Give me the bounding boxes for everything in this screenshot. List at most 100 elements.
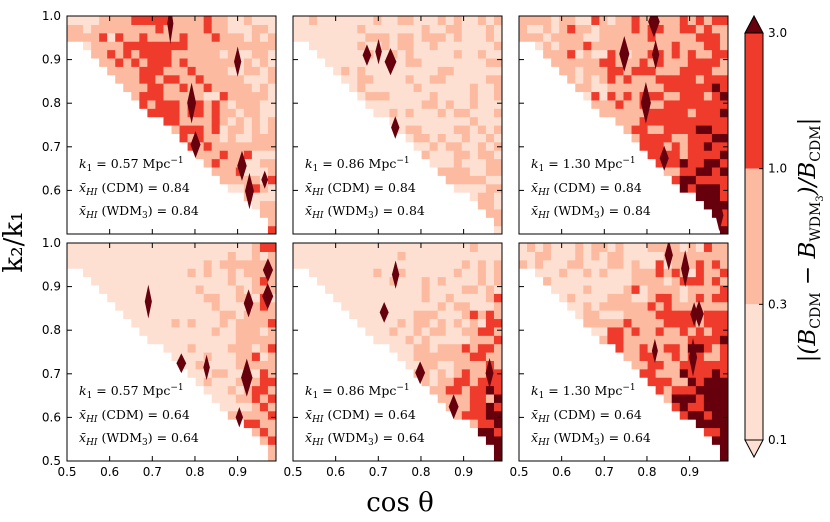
heatmap-cell [703, 41, 713, 51]
heatmap-cell [243, 284, 253, 294]
heatmap-cell [211, 318, 221, 328]
heatmap-cell [405, 125, 415, 134]
heatmap-cell [91, 268, 100, 278]
heatmap-cell [267, 175, 276, 185]
heatmap-cell [607, 108, 617, 118]
heatmap-cell [631, 116, 641, 126]
heatmap-cell [365, 57, 374, 67]
heatmap-cell [317, 32, 326, 42]
heatmap-cell [711, 166, 721, 176]
heatmap-cell [695, 343, 705, 353]
heatmap-cell [703, 175, 713, 185]
heatmap-cell [493, 419, 502, 429]
heatmap-cell [437, 49, 447, 59]
heatmap-cell [99, 32, 108, 42]
heatmap-cell [671, 166, 681, 176]
heatmap-cell [599, 16, 609, 25]
heatmap-cell [445, 166, 455, 176]
heatmap-cell [357, 243, 366, 252]
heatmap-cell [453, 141, 463, 151]
annotation-k1: k1 = 0.86 Mpc−1 [305, 156, 410, 174]
y-tick-label: 1.0 [42, 236, 61, 250]
heatmap-cell [469, 318, 479, 328]
heatmap-cell [259, 208, 269, 218]
heatmap-cell [429, 352, 439, 361]
heatmap-cell [615, 301, 625, 311]
heatmap-cell [227, 108, 237, 118]
heatmap-cell [349, 41, 358, 51]
heatmap-cell [115, 74, 124, 84]
heatmap-cell [235, 368, 245, 378]
heatmap-cell [171, 343, 181, 353]
heatmap-cell [155, 24, 165, 34]
heatmap-cell [663, 310, 673, 320]
heatmap-spike [485, 358, 494, 389]
heatmap-cell [591, 251, 600, 261]
heatmap-cell [711, 268, 721, 278]
heatmap-cell [703, 427, 713, 437]
heatmap-cell [485, 326, 495, 336]
heatmap-cell [663, 318, 673, 328]
heatmap-cell [333, 251, 342, 261]
heatmap-cell [115, 16, 124, 25]
heatmap-cell [663, 49, 673, 59]
heatmap-cell [535, 24, 544, 34]
heatmap-cell [235, 243, 245, 252]
heatmap-spike [203, 354, 210, 381]
heatmap-cell [711, 393, 721, 403]
heatmap-cell [195, 24, 205, 34]
heatmap-cell [695, 158, 705, 168]
heatmap-cell [171, 41, 181, 51]
heatmap-cell [647, 268, 657, 278]
heatmap-cell [695, 16, 705, 25]
heatmap-cell [647, 141, 657, 151]
heatmap-cell [437, 116, 447, 126]
heatmap-cell [575, 49, 584, 59]
heatmap-cell [703, 402, 713, 412]
heatmap-cell [623, 83, 633, 93]
heatmap-cell [477, 310, 487, 320]
x-tick-label: 0.5 [283, 465, 302, 479]
heatmap-cell [695, 377, 705, 387]
heatmap-spike [241, 358, 253, 397]
heatmap-cell [333, 32, 342, 42]
heatmap-cell [703, 16, 713, 25]
heatmap-cell [703, 141, 713, 151]
heatmap-cell [703, 293, 713, 303]
heatmap-cell [663, 66, 673, 76]
heatmap-cell [267, 444, 276, 454]
heatmap-cell [397, 335, 407, 345]
heatmap-cell [655, 368, 665, 378]
heatmap-cell [655, 91, 665, 101]
heatmap-cell [453, 251, 463, 261]
heatmap-spike [379, 302, 389, 323]
heatmap-cell [203, 24, 213, 34]
heatmap-cell [437, 32, 447, 42]
heatmap-cell [139, 41, 148, 51]
heatmap-cell [711, 32, 721, 42]
heatmap-cell [687, 49, 697, 59]
heatmap-cell [647, 377, 657, 387]
heatmap-cell [551, 32, 560, 42]
heatmap-cell [567, 49, 576, 59]
heatmap-cell [421, 326, 431, 336]
heatmap-cell [83, 41, 92, 51]
heatmap-cell [259, 141, 269, 151]
heatmap-cell [219, 284, 229, 294]
heatmap-cell [171, 243, 181, 252]
heatmap-cell [615, 259, 625, 269]
heatmap-cell [695, 251, 705, 261]
heatmap-cell [461, 158, 471, 168]
heatmap-cell [519, 24, 528, 34]
heatmap-cell [615, 276, 625, 286]
heatmap-cell [647, 99, 657, 109]
heatmap-cell [477, 301, 487, 311]
heatmap-cell [583, 49, 592, 59]
heatmap-cell [445, 66, 455, 76]
heatmap-cell [477, 16, 487, 25]
heatmap-cell [195, 251, 205, 261]
heatmap-cell [139, 74, 148, 84]
heatmap-cell [663, 335, 673, 345]
heatmap-cell [325, 251, 334, 261]
heatmap-cell [293, 259, 302, 269]
